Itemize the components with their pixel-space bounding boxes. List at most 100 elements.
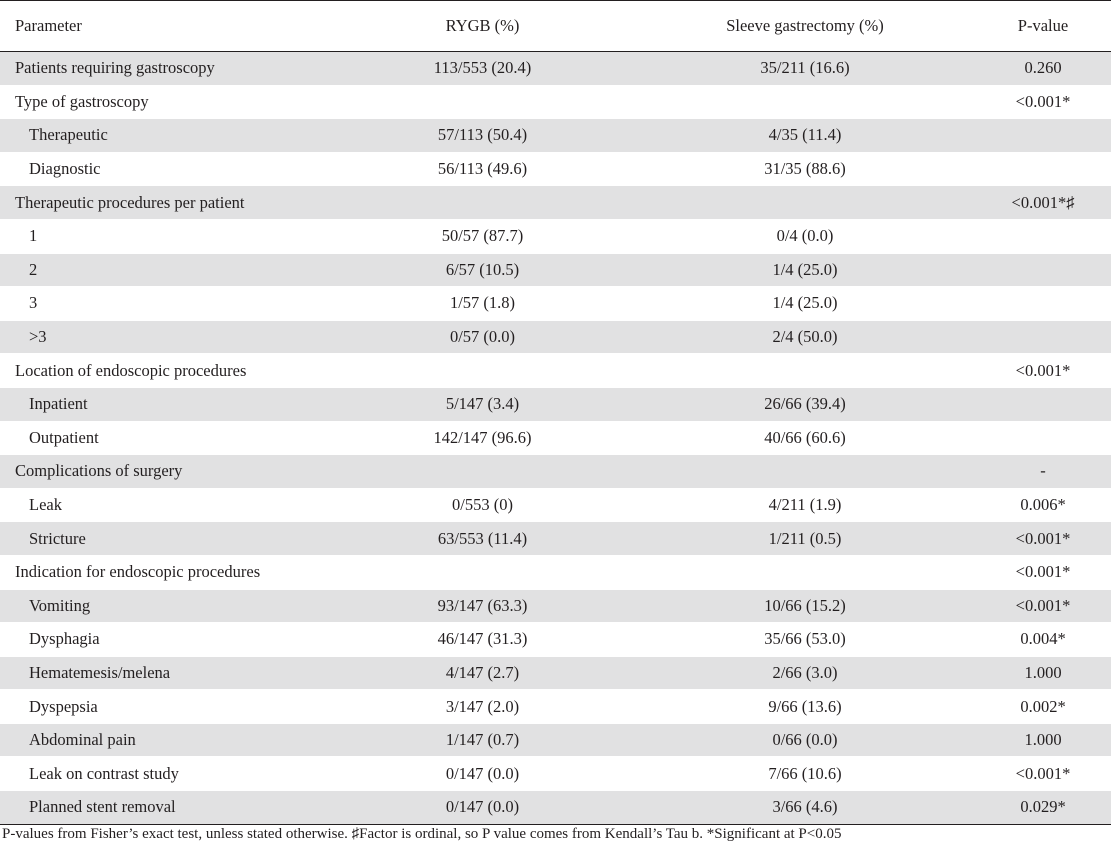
cell-sleeve: 4/211 (1.9) xyxy=(635,487,975,522)
cell-pvalue: 0.002* xyxy=(975,689,1111,724)
cell-rygb: 3/147 (2.0) xyxy=(330,689,635,724)
cell-parameter: Leak xyxy=(0,487,330,522)
cell-rygb: 113/553 (20.4) xyxy=(433,58,532,78)
cell-pvalue: <0.001* xyxy=(975,588,1111,623)
cell-pvalue xyxy=(975,386,1111,422)
cell-sleeve: 26/66 (39.4) xyxy=(635,386,975,422)
cell-sleeve: 10/66 (15.2) xyxy=(635,588,975,623)
cell-rygb: 46/147 (31.3) xyxy=(330,622,635,657)
cell-pvalue: 0.260 xyxy=(1024,58,1062,78)
cell-parameter: >3 xyxy=(0,319,330,354)
cell-pvalue: <0.001* xyxy=(975,84,1111,119)
cell-rygb: 1/57 (1.8) xyxy=(330,286,635,321)
cell-parameter: Abdominal pain xyxy=(0,722,330,757)
cell-sleeve: 40/66 (60.6) xyxy=(635,420,975,455)
table-body: Patients requiring gastroscopy 113/553 (2… xyxy=(0,51,1111,825)
cell-rygb xyxy=(330,185,635,220)
cell-rygb: 0/147 (0.0) xyxy=(330,756,635,791)
cell-parameter: 1 xyxy=(0,218,330,254)
cell-parameter: Inpatient xyxy=(0,386,330,422)
cell-rygb: 142/147 (96.6) xyxy=(330,420,635,455)
cell-pvalue: 1.000 xyxy=(975,655,1111,690)
cell-pvalue xyxy=(975,420,1111,455)
table-row: Type of gastroscopy <0.001* xyxy=(0,84,1111,119)
cell-sleeve: 0/4 (0.0) xyxy=(635,218,975,254)
cell-sleeve: 35/66 (53.0) xyxy=(635,622,975,657)
cell-rygb: 0/57 (0.0) xyxy=(330,319,635,354)
cell-sleeve: 7/66 (10.6) xyxy=(635,756,975,791)
cell-sleeve xyxy=(635,454,975,489)
cell-parameter: Patients requiring gastroscopy xyxy=(15,58,215,78)
cell-sleeve xyxy=(635,554,975,589)
table-row: >3 0/57 (0.0) 2/4 (50.0) xyxy=(0,319,1111,354)
table-row: Leak on contrast study 0/147 (0.0) 7/66 (1… xyxy=(0,756,1111,791)
cell-parameter: 3 xyxy=(0,286,330,321)
cell-sleeve: 3/66 (4.6) xyxy=(635,790,975,825)
cell-pvalue xyxy=(975,252,1111,287)
cell-pvalue xyxy=(975,151,1111,186)
table-row: Patients requiring gastroscopy 113/553 (2… xyxy=(0,51,1111,86)
cell-sleeve xyxy=(635,84,975,119)
table-row: Inpatient 5/147 (3.4) 26/66 (39.4) xyxy=(0,386,1111,422)
cell-rygb: 5/147 (3.4) xyxy=(330,386,635,422)
cell-pvalue: <0.001* xyxy=(975,521,1111,556)
header-sleeve: Sleeve gastrectomy (%) xyxy=(726,16,884,35)
cell-parameter: Vomiting xyxy=(0,588,330,623)
table-row: Leak 0/553 (0) 4/211 (1.9) 0.006* xyxy=(0,487,1111,522)
cell-rygb: 56/113 (49.6) xyxy=(330,151,635,186)
table-row: Stricture 63/553 (11.4) 1/211 (0.5) <0.001* xyxy=(0,521,1111,556)
cell-parameter: Dysphagia xyxy=(0,622,330,657)
table-row: Diagnostic 56/113 (49.6) 31/35 (88.6) xyxy=(0,151,1111,186)
cell-pvalue: <0.001* xyxy=(975,554,1111,589)
cell-rygb: 63/553 (11.4) xyxy=(330,521,635,556)
cell-parameter: Type of gastroscopy xyxy=(0,84,330,119)
table-row: Complications of surgery - xyxy=(0,454,1111,489)
cell-rygb: 6/57 (10.5) xyxy=(330,252,635,287)
cell-rygb: 57/113 (50.4) xyxy=(330,118,635,153)
cell-pvalue: <0.001* xyxy=(975,353,1111,388)
cell-parameter: Therapeutic procedures per patient xyxy=(0,185,330,220)
table-footnote: P-values from Fisher’s exact test, unles… xyxy=(2,826,842,842)
table-row: Planned stent removal 0/147 (0.0) 3/66 (4.… xyxy=(0,790,1111,825)
cell-pvalue: 0.029* xyxy=(975,790,1111,825)
cell-sleeve: 9/66 (13.6) xyxy=(635,689,975,724)
header-pvalue: P-value xyxy=(1017,16,1069,35)
cell-sleeve: 35/211 (16.6) xyxy=(760,58,850,78)
cell-pvalue: 0.004* xyxy=(975,622,1111,657)
cell-pvalue xyxy=(975,319,1111,354)
table-row: 3 1/57 (1.8) 1/4 (25.0) xyxy=(0,286,1111,321)
cell-parameter: Diagnostic xyxy=(0,151,330,186)
cell-sleeve: 1/4 (25.0) xyxy=(635,252,975,287)
table-row: Vomiting 93/147 (63.3) 10/66 (15.2) <0.001* xyxy=(0,588,1111,623)
cell-pvalue: <0.001*♯ xyxy=(975,185,1111,220)
cell-rygb xyxy=(330,353,635,388)
cell-rygb: 0/147 (0.0) xyxy=(330,790,635,825)
cell-pvalue: 0.006* xyxy=(975,487,1111,522)
cell-rygb xyxy=(330,84,635,119)
table-row: Therapeutic procedures per patient <0.001… xyxy=(0,185,1111,220)
table-row: 1 50/57 (87.7) 0/4 (0.0) xyxy=(0,218,1111,254)
cell-rygb: 4/147 (2.7) xyxy=(330,655,635,690)
cell-sleeve: 0/66 (0.0) xyxy=(635,722,975,757)
cell-parameter: Therapeutic xyxy=(0,118,330,153)
table-row: Outpatient 142/147 (96.6) 40/66 (60.6) xyxy=(0,420,1111,455)
cell-parameter: Leak on contrast study xyxy=(0,756,330,791)
table-row: Location of endoscopic procedures <0.001* xyxy=(0,353,1111,388)
cell-rygb: 1/147 (0.7) xyxy=(330,722,635,757)
cell-rygb: 93/147 (63.3) xyxy=(330,588,635,623)
cell-parameter: Dyspepsia xyxy=(0,689,330,724)
cell-parameter: Indication for endoscopic procedures xyxy=(0,554,330,589)
cell-parameter: Planned stent removal xyxy=(0,790,330,825)
cell-sleeve xyxy=(635,185,975,220)
cell-rygb: 50/57 (87.7) xyxy=(330,218,635,254)
cell-parameter: 2 xyxy=(0,252,330,287)
cell-parameter: Complications of surgery xyxy=(0,454,330,489)
header-parameter: Parameter xyxy=(15,16,82,35)
cell-pvalue xyxy=(975,218,1111,254)
cell-pvalue: 1.000 xyxy=(975,722,1111,757)
cell-parameter: Outpatient xyxy=(0,420,330,455)
table-row: 2 6/57 (10.5) 1/4 (25.0) xyxy=(0,252,1111,287)
table-row: Dysphagia 46/147 (31.3) 35/66 (53.0) 0.004* xyxy=(0,622,1111,657)
cell-pvalue xyxy=(975,118,1111,153)
cell-pvalue xyxy=(975,286,1111,321)
